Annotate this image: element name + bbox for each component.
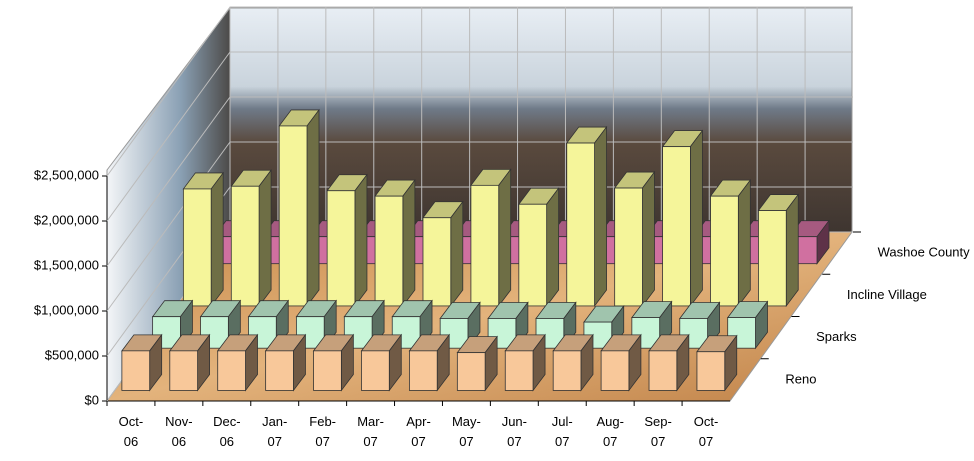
bar [711, 196, 739, 306]
bar [601, 351, 629, 391]
bar-side [642, 172, 654, 306]
bar-3d [663, 131, 703, 306]
bar-side [451, 202, 463, 306]
bar [361, 351, 389, 391]
bar [567, 143, 595, 306]
bar [519, 204, 547, 306]
bar-3d [122, 335, 162, 391]
bar [663, 147, 691, 306]
y-tick-label: $500,000 [45, 347, 99, 362]
bar-3d [231, 170, 271, 306]
x-tick-label: Mar-07 [357, 414, 384, 449]
bar [314, 351, 342, 391]
bar-3d [711, 180, 751, 306]
bar-side [307, 110, 319, 306]
bar-side [547, 188, 559, 306]
bar [649, 351, 677, 391]
bar [183, 189, 211, 306]
bar-3d [697, 336, 737, 391]
bar-3d [266, 335, 306, 391]
bar-3d [409, 335, 449, 391]
bar-side [690, 131, 702, 306]
x-tick-label: Jul-07 [552, 414, 573, 449]
bar-side [403, 180, 415, 306]
bar-3d [567, 127, 607, 306]
x-tick-label: Nov-06 [165, 414, 192, 449]
bar [457, 353, 485, 391]
bar-side [259, 170, 271, 306]
bar [327, 191, 355, 306]
bar [423, 218, 451, 306]
x-tick-label: Jun-07 [502, 414, 527, 449]
x-tick-label: Dec-06 [213, 414, 240, 449]
y-tick-label: $1,500,000 [34, 257, 99, 272]
bar [697, 352, 725, 391]
bar [505, 351, 533, 391]
series-label: Sparks [816, 329, 857, 344]
bar [122, 351, 150, 391]
y-tick-label: $2,000,000 [34, 212, 99, 227]
x-tick-label: Apr-07 [406, 414, 431, 449]
x-tick-label: Oct-06 [119, 414, 144, 449]
bar-3d [327, 175, 367, 306]
x-tick-label: Jan-07 [262, 414, 287, 449]
bar-3d [218, 335, 258, 391]
bar [615, 188, 643, 306]
x-tick-label: Oct-07 [694, 414, 719, 449]
series-label: Reno [785, 371, 816, 386]
bar-3d [314, 335, 354, 391]
bar [409, 351, 437, 391]
bar-3d [553, 335, 593, 391]
bar-3d [519, 188, 559, 306]
y-tick-label: $1,000,000 [34, 302, 99, 317]
bar [471, 185, 499, 306]
bar-3d [601, 335, 641, 391]
bar [170, 351, 198, 391]
x-tick-label: Sep-07 [644, 414, 671, 449]
bar-3d [649, 335, 689, 391]
bar-3d [615, 172, 655, 306]
bar-side [738, 180, 750, 306]
bar [279, 126, 307, 306]
bar-side [355, 175, 367, 306]
bar [375, 196, 403, 306]
chart: $0 $500,000 $1,000,000 $1,500,000 $2,000,000… [0, 0, 974, 456]
bar-3d [375, 180, 415, 306]
bar [266, 351, 294, 391]
page: {"chart_data": {"type": "bar", "categori… [0, 0, 974, 456]
bar-side [499, 169, 511, 306]
bar-3d [279, 110, 319, 306]
bar-side [595, 127, 607, 306]
bar-3d [183, 173, 223, 306]
bar [218, 351, 246, 391]
bar-3d [471, 169, 511, 306]
bar-3d [505, 335, 545, 391]
bar-3d [170, 335, 210, 391]
bar [231, 186, 259, 306]
bar-side [786, 195, 798, 306]
y-tick-label: $0 [85, 392, 99, 407]
series-label: Incline Village [847, 287, 927, 302]
bar-3d [423, 202, 463, 306]
x-tick-label: Feb-07 [309, 414, 336, 449]
x-tick-label: Aug-07 [596, 414, 623, 449]
bar-side [211, 173, 223, 306]
bar [553, 351, 581, 391]
x-tick-label: May-07 [452, 414, 481, 449]
bar [758, 211, 786, 306]
bar-3d [758, 195, 798, 306]
y-tick-label: $2,500,000 [34, 167, 99, 182]
series-label: Washoe County [878, 245, 971, 260]
bar-3d [361, 335, 401, 391]
bar-3d [457, 337, 497, 391]
